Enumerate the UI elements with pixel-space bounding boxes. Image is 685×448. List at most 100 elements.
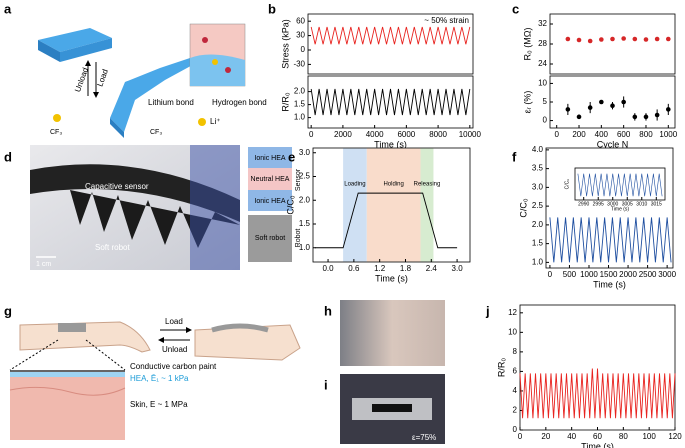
x-tick-label: 80 bbox=[619, 432, 628, 441]
y-tick-label: 10 bbox=[538, 79, 547, 88]
x-tick-label: 3000 bbox=[658, 270, 676, 279]
point bbox=[565, 107, 571, 112]
y-axis-label: C/C₀ bbox=[564, 179, 570, 190]
x-tick-label: 0.0 bbox=[322, 264, 334, 273]
panel-d-photo bbox=[30, 145, 292, 270]
y-tick-label: 1.5 bbox=[299, 219, 311, 228]
y-axis-label: Stress (kPa) bbox=[280, 19, 290, 69]
annotation: ~ 50% strain bbox=[424, 16, 469, 25]
label: Skin, E ~ 1 MPa bbox=[130, 400, 188, 409]
y-tick-label: 3.0 bbox=[299, 148, 311, 157]
point bbox=[654, 112, 660, 118]
plot-frame bbox=[307, 75, 474, 129]
y-tick-label: 10 bbox=[508, 327, 517, 336]
y-tick-label: 4 bbox=[513, 386, 518, 395]
x-tick-label: 200 bbox=[572, 130, 586, 139]
y-axis-label: C/C₀ bbox=[285, 195, 295, 214]
y-tick-label: 2.5 bbox=[299, 172, 311, 181]
label: Soft robot bbox=[95, 243, 130, 252]
y-tick-label: 2.5 bbox=[532, 201, 544, 210]
y-tick-label: 0 bbox=[543, 116, 548, 125]
x-tick-label: 6000 bbox=[397, 130, 415, 139]
y-tick-label: 1.0 bbox=[299, 243, 311, 252]
y-tick-label: 60 bbox=[296, 16, 305, 25]
y-tick-label: 1.0 bbox=[294, 113, 306, 122]
point bbox=[610, 103, 615, 109]
x-tick-label: 1000 bbox=[659, 130, 677, 139]
region-label: Loading bbox=[344, 182, 365, 188]
y-tick-label: 4.0 bbox=[532, 145, 544, 154]
panel-g-art bbox=[9, 321, 301, 440]
point bbox=[565, 36, 571, 42]
point bbox=[666, 36, 671, 42]
y-tick-label: 2 bbox=[513, 406, 518, 415]
point bbox=[576, 37, 582, 43]
y-axis-label: εᵣ (%) bbox=[522, 91, 532, 114]
x-tick-label: 0 bbox=[309, 130, 314, 139]
panel-label: d bbox=[4, 149, 12, 164]
label: CF₃ bbox=[150, 129, 162, 136]
y-tick-label: 5 bbox=[543, 97, 548, 106]
x-tick-label: 8000 bbox=[429, 130, 447, 139]
data-line bbox=[310, 26, 471, 45]
point bbox=[643, 37, 649, 42]
label: Lithium bond bbox=[148, 98, 194, 107]
panel-label: a bbox=[4, 1, 12, 16]
x-axis-label: Time (s) bbox=[593, 279, 626, 289]
x-tick-label: 2000 bbox=[334, 130, 352, 139]
x-tick-label: 0 bbox=[548, 270, 553, 279]
label: ε=75% bbox=[412, 433, 436, 442]
y-tick-label: 28 bbox=[538, 39, 547, 48]
label: Unload bbox=[162, 345, 187, 354]
x-tick-label: 2000 bbox=[619, 270, 637, 279]
label: Soft robot bbox=[255, 235, 285, 242]
y-tick-label: 1.0 bbox=[532, 257, 544, 266]
label: Robot bbox=[295, 229, 302, 248]
y-axis-label: C/C₀ bbox=[518, 198, 528, 217]
y-tick-label: 32 bbox=[538, 19, 547, 28]
y-tick-label: 0 bbox=[513, 425, 518, 434]
panel-label: c bbox=[512, 1, 519, 16]
data-line bbox=[310, 88, 471, 116]
y-tick-label: 30 bbox=[296, 31, 305, 40]
y-tick-label: 0 bbox=[301, 45, 306, 54]
panel-label: e bbox=[288, 149, 295, 164]
y-axis-label: R/R₀ bbox=[496, 358, 506, 377]
x-tick-label: 1.8 bbox=[400, 264, 412, 273]
photo-h bbox=[340, 300, 445, 366]
label: Load bbox=[165, 317, 183, 326]
y-tick-label: 24 bbox=[538, 59, 547, 68]
x-tick-label: 1.2 bbox=[374, 264, 386, 273]
point bbox=[621, 99, 626, 105]
y-tick-label: 2.0 bbox=[532, 220, 544, 229]
label: Ionic HEA bbox=[254, 155, 285, 162]
y-tick-label: 2.0 bbox=[299, 195, 311, 204]
x-tick-label: 100 bbox=[642, 432, 656, 441]
panel-label: i bbox=[324, 377, 328, 392]
x-tick-label: 600 bbox=[617, 130, 631, 139]
x-tick-label: 400 bbox=[595, 130, 609, 139]
x-tick-label: 1000 bbox=[580, 270, 598, 279]
point bbox=[599, 37, 604, 42]
panel-label: g bbox=[4, 303, 12, 318]
label: Hydrogen bond bbox=[212, 98, 267, 107]
y-tick-label: 3.0 bbox=[532, 182, 544, 191]
data-line bbox=[549, 217, 672, 263]
x-tick-label: 3015 bbox=[651, 201, 662, 207]
point bbox=[587, 38, 593, 44]
x-tick-label: 4000 bbox=[366, 130, 384, 139]
y-tick-label: 12 bbox=[508, 308, 517, 317]
point bbox=[654, 36, 660, 42]
x-tick-label: 0 bbox=[518, 432, 523, 441]
x-tick-label: 120 bbox=[668, 432, 682, 441]
data-line bbox=[577, 173, 663, 197]
label: Ionic HEA bbox=[254, 198, 285, 205]
panel-label: j bbox=[485, 303, 490, 318]
x-tick-label: 0.6 bbox=[348, 264, 360, 273]
data-line bbox=[519, 368, 676, 419]
label: CF₃ bbox=[50, 129, 62, 136]
point bbox=[632, 114, 638, 120]
x-tick-label: 10000 bbox=[459, 130, 482, 139]
point bbox=[666, 107, 671, 112]
